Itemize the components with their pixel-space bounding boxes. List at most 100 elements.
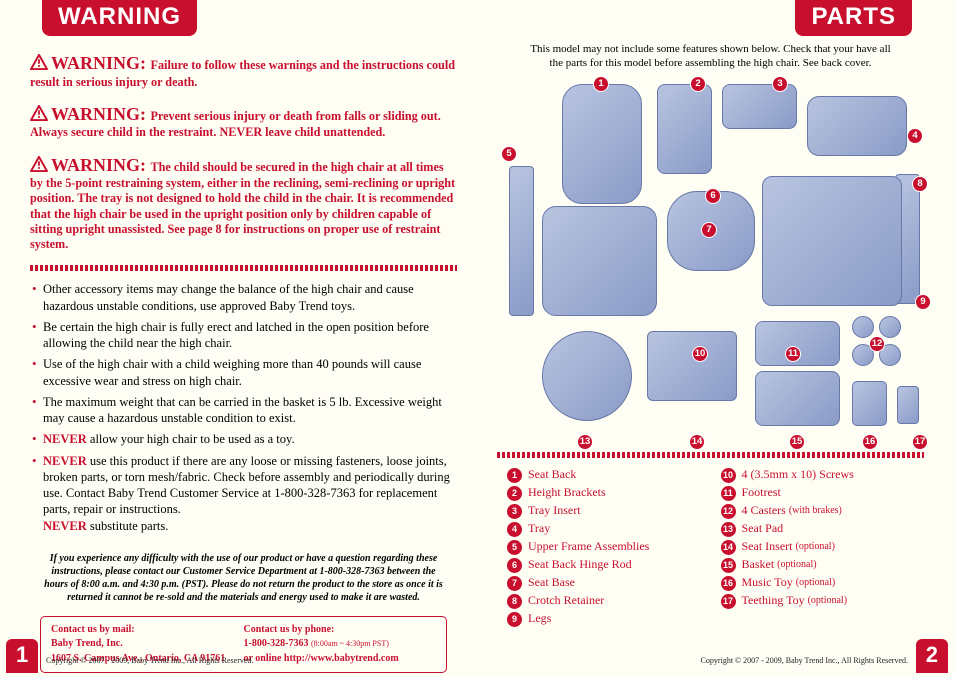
legend-badge: 13 [721,522,736,537]
bullet-text: Other accessory items may change the bal… [43,282,414,312]
part-number-badge: 14 [689,434,705,450]
legend-badge: 12 [721,504,736,519]
legend-row: 17 Teething Toy(optional) [721,594,925,609]
legend-badge: 14 [721,540,736,555]
contact-phone: 1-800-328-7363 [244,638,309,649]
part-shape [852,316,874,338]
contact-phone-col: Contact us by phone: 1-800-328-7363 (8:0… [244,623,437,667]
legend-row: 3 Tray Insert [507,504,711,519]
legend-label: Seat Pad [742,522,784,536]
legend-row: 2 Height Brackets [507,486,711,501]
part-shape [722,84,797,129]
contact-online: or online http://www.babytrend.com [244,652,437,667]
part-shape [879,316,901,338]
legend-optional: (optional) [796,577,835,589]
legend-badge: 6 [507,558,522,573]
part-number-badge: 8 [912,176,928,192]
legend-row: 7 Seat Base [507,576,711,591]
part-number-badge: 12 [869,336,885,352]
warning-label: WARNING: [51,53,151,73]
never-label: NEVER [43,454,87,468]
contact-mail-label: Contact us by mail: [51,623,244,638]
part-number-badge: 10 [692,346,708,362]
legend-optional: (optional) [808,595,847,607]
legend-badge: 15 [721,558,736,573]
bullet-text: Use of the high chair with a child weigh… [43,357,421,387]
bullet-item: Be certain the high chair is fully erect… [30,319,457,352]
legend-label: Music Toy [742,576,793,590]
legend-badge: 2 [507,486,522,501]
legend-label: Seat Back Hinge Rod [528,558,632,572]
warning-block: WARNING: The child should be secured in … [30,154,457,253]
legend-row: 11 Footrest [721,486,925,501]
legend-label: Seat Back [528,468,576,482]
bullet-text: allow your high chair to be used as a to… [87,432,295,446]
part-shape [852,381,887,426]
copyright-left: Copyright © 2007 - 2009, Baby Trend Inc.… [46,656,253,665]
bullet-item: NEVER use this product if there are any … [30,453,457,534]
legend-optional: (optional) [795,541,834,553]
part-shape [762,176,902,306]
contact-phone-label: Contact us by phone: [244,623,437,638]
part-shape [657,84,712,174]
legend-badge: 1 [507,468,522,483]
legend-label: Basket [742,558,775,572]
legend-badge: 3 [507,504,522,519]
warning-icon [30,105,48,121]
parts-legend: 1Seat Back2Height Brackets3Tray Insert4T… [497,468,924,630]
part-number-badge: 5 [501,146,517,162]
contact-hours: (8:00am ~ 4:30pm PST) [311,639,389,648]
part-shape [807,96,907,156]
bullet-text: The maximum weight that can be carried i… [43,395,442,425]
bullet-text: Be certain the high chair is fully erect… [43,320,429,350]
bullet-item: Use of the high chair with a child weigh… [30,356,457,389]
warning-block: WARNING: Failure to follow these warning… [30,52,457,90]
legend-label: Footrest [742,486,781,500]
legend-row: 15 Basket(optional) [721,558,925,573]
legend-row: 9Legs [507,612,711,627]
legend-label: Seat Base [528,576,575,590]
legend-badge: 4 [507,522,522,537]
copyright-right: Copyright © 2007 - 2009, Baby Trend Inc.… [701,656,908,665]
bullet-text: use this product if there are any loose … [43,454,450,517]
legend-label: Teething Toy [742,594,805,608]
bullet-item: NEVER allow your high chair to be used a… [30,431,457,447]
part-number-badge: 2 [690,76,706,92]
legend-row: 124 Casters(with brakes) [721,504,925,519]
legend-row: 14Seat Insert(optional) [721,540,925,555]
legend-optional: (optional) [777,559,816,571]
warning-page: WARNING WARNING: Failure to follow these… [0,0,477,677]
legend-badge: 8 [507,594,522,609]
part-shape [562,84,642,204]
divider [497,452,924,458]
never-label: NEVER [43,432,87,446]
bullet-item: Other accessory items may change the bal… [30,281,457,314]
legend-label: Crotch Retainer [528,594,604,608]
legend-row: 6 Seat Back Hinge Rod [507,558,711,573]
legend-row: 1 Seat Back [507,468,711,483]
legend-badge: 17 [721,594,736,609]
parts-diagram: 1234567891011121314151617 [497,76,924,446]
page-number-right: 2 [916,639,948,673]
legend-badge: 11 [721,486,736,501]
never-label: NEVER [43,519,87,533]
contact-phone-row: 1-800-328-7363 (8:00am ~ 4:30pm PST) [244,637,437,652]
legend-badge: 9 [507,612,522,627]
legend-label: Height Brackets [528,486,606,500]
contact-company: Baby Trend, Inc. [51,637,244,652]
part-number-badge: 15 [789,434,805,450]
part-shape [542,206,657,316]
parts-header-tab: PARTS [795,0,912,36]
parts-intro-text: This model may not include some features… [527,42,894,71]
legend-label: Tray Insert [528,504,581,518]
part-number-badge: 16 [862,434,878,450]
bullet-tail: substitute parts. [87,519,169,533]
warning-label: WARNING: [51,104,151,124]
legend-row: 4Tray [507,522,711,537]
part-number-badge: 6 [705,188,721,204]
divider [30,265,457,271]
part-number-badge: 9 [915,294,931,310]
warning-icon [30,156,48,172]
legend-badge: 7 [507,576,522,591]
part-shape [897,386,919,424]
